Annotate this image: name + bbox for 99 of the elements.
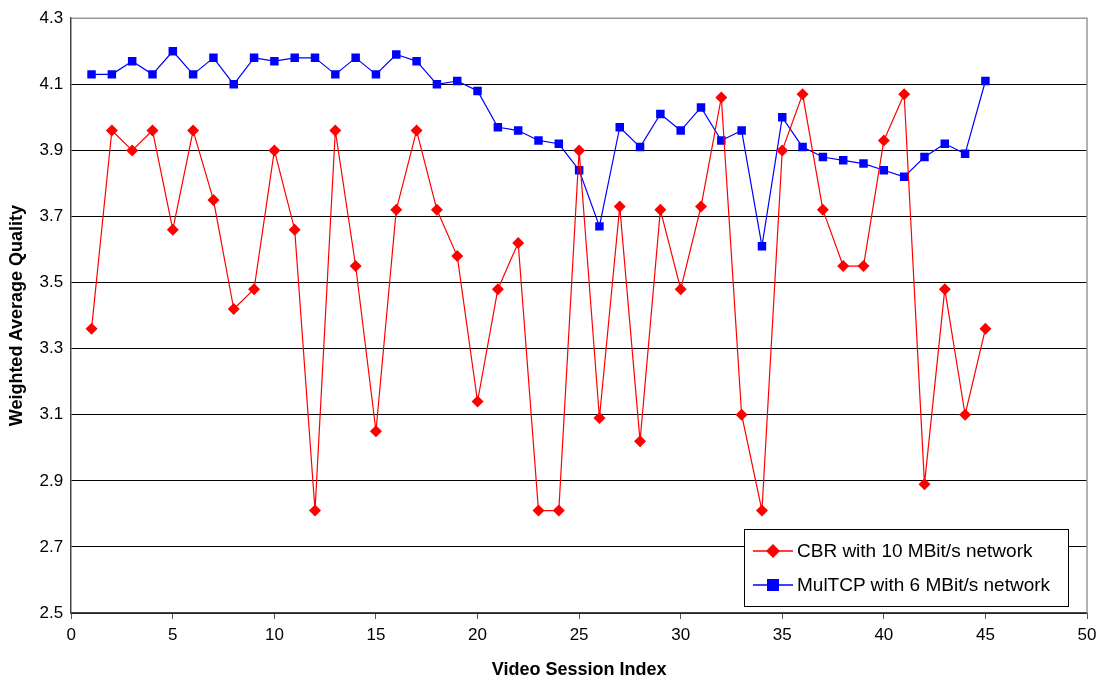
point [674, 283, 687, 296]
point [534, 136, 543, 145]
point [351, 53, 360, 63]
point [613, 200, 626, 213]
y-tick-label: 4.3 [39, 7, 64, 27]
point [959, 408, 972, 421]
y-tick-label: 3.1 [39, 404, 64, 424]
point [778, 113, 787, 122]
point [532, 504, 545, 517]
x-tick-label: 45 [975, 624, 995, 644]
point [209, 53, 218, 63]
point [288, 223, 301, 236]
point [331, 70, 340, 79]
point [369, 425, 382, 438]
point [755, 504, 768, 517]
y-tick-label: 2.5 [39, 602, 64, 622]
point [187, 124, 200, 137]
point [432, 80, 442, 89]
point [918, 478, 931, 491]
y-axis-title: Weighted Average Quality [5, 204, 26, 427]
point [656, 109, 665, 119]
point [798, 142, 807, 152]
point [920, 152, 929, 162]
y-tick-label: 2.9 [39, 470, 64, 490]
point [695, 200, 708, 213]
point [634, 435, 647, 448]
point [595, 222, 604, 231]
x-tick-label: 35 [772, 624, 792, 644]
point [107, 70, 117, 79]
point [227, 302, 240, 315]
x-tick-label: 15 [366, 624, 386, 644]
point [938, 283, 951, 296]
point [349, 260, 362, 273]
point [715, 91, 728, 104]
y-tick-label: 3.9 [39, 140, 64, 160]
legend-label: CBR with 10 MBit/s network [797, 540, 1033, 562]
point [148, 70, 157, 79]
point [696, 103, 706, 112]
point [412, 56, 421, 66]
point [105, 124, 118, 137]
point [512, 236, 525, 249]
point [270, 56, 279, 66]
point [471, 395, 484, 408]
x-tick-label: 0 [66, 624, 76, 644]
point [776, 144, 789, 157]
point [473, 86, 482, 96]
point [188, 70, 198, 79]
y-tick-label: 3.7 [39, 206, 64, 226]
point [229, 80, 238, 89]
point [859, 159, 868, 168]
x-tick-label: 20 [468, 624, 487, 644]
point [329, 124, 342, 137]
point [552, 504, 565, 517]
point [87, 70, 96, 79]
point [735, 408, 748, 421]
point [837, 260, 850, 273]
point [676, 126, 685, 135]
x-tick-label: 50 [1077, 624, 1097, 644]
x-tick-label: 10 [264, 624, 284, 644]
point [166, 223, 179, 236]
point [146, 124, 159, 137]
point [85, 322, 98, 335]
y-tick-label: 2.7 [39, 536, 64, 556]
point [979, 322, 992, 335]
point [207, 193, 220, 206]
x-tick-label: 5 [168, 624, 178, 644]
legend-label: MulTCP with 6 MBit/s network [797, 574, 1051, 596]
point [309, 504, 322, 517]
point [491, 283, 504, 296]
point [410, 124, 423, 137]
point [838, 156, 848, 165]
y-tick-label: 4.1 [39, 73, 64, 93]
point [371, 70, 381, 79]
point [981, 76, 990, 86]
y-tick-label: 3.3 [39, 338, 64, 358]
point [392, 50, 401, 59]
point [796, 88, 809, 101]
x-tick-label: 40 [874, 624, 894, 644]
point [857, 260, 870, 273]
y-tick-label: 3.5 [39, 272, 64, 292]
point [654, 203, 667, 216]
x-axis-title: Video Session Index [491, 659, 667, 680]
point [816, 203, 829, 216]
point [248, 283, 261, 296]
point [290, 53, 299, 63]
x-tick-label: 30 [671, 624, 691, 644]
point [126, 144, 139, 157]
point [737, 126, 746, 135]
point [593, 412, 606, 425]
point [877, 134, 890, 147]
x-tick-label: 25 [569, 624, 589, 644]
point [390, 203, 403, 216]
point [268, 144, 281, 157]
point [513, 126, 523, 135]
point [960, 149, 970, 158]
point [898, 88, 911, 101]
point [430, 203, 443, 216]
point [451, 250, 464, 263]
point [573, 144, 586, 157]
